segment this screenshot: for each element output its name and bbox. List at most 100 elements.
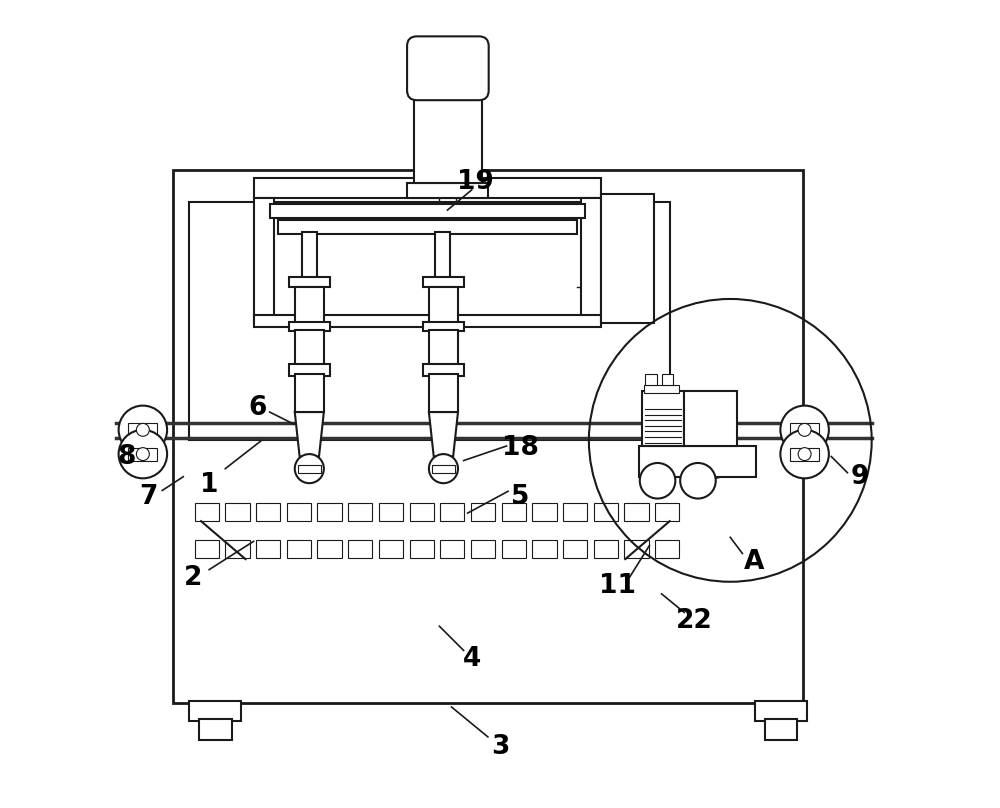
- Bar: [532, 503, 557, 521]
- Bar: [317, 503, 342, 521]
- Bar: [295, 287, 324, 323]
- Text: 8: 8: [118, 444, 136, 469]
- Bar: [563, 540, 587, 558]
- Bar: [256, 503, 280, 521]
- Bar: [790, 423, 819, 436]
- Circle shape: [119, 430, 167, 478]
- Text: 3: 3: [491, 734, 509, 760]
- Bar: [765, 719, 797, 740]
- Bar: [432, 465, 455, 473]
- Bar: [655, 503, 679, 521]
- Text: 9: 9: [850, 464, 869, 490]
- Polygon shape: [295, 412, 324, 457]
- Bar: [225, 503, 250, 521]
- Bar: [317, 540, 342, 558]
- Bar: [289, 277, 330, 287]
- Bar: [502, 503, 526, 521]
- Circle shape: [798, 448, 811, 461]
- Text: 6: 6: [248, 395, 267, 421]
- Circle shape: [705, 423, 718, 436]
- Text: 5: 5: [511, 484, 529, 510]
- Bar: [645, 374, 657, 385]
- Bar: [128, 423, 157, 436]
- Bar: [410, 503, 434, 521]
- Bar: [429, 330, 458, 366]
- Bar: [287, 540, 311, 558]
- Bar: [429, 374, 458, 412]
- Circle shape: [640, 463, 675, 499]
- Circle shape: [119, 406, 167, 454]
- Bar: [254, 198, 274, 323]
- Bar: [423, 364, 464, 376]
- Text: 22: 22: [676, 608, 712, 633]
- Text: 19: 19: [457, 169, 494, 195]
- Bar: [581, 198, 601, 323]
- Bar: [755, 701, 807, 721]
- Bar: [128, 448, 157, 461]
- Bar: [348, 540, 372, 558]
- Text: 7: 7: [139, 484, 158, 510]
- Bar: [790, 448, 819, 461]
- Bar: [662, 374, 673, 385]
- Circle shape: [780, 406, 829, 454]
- Bar: [423, 277, 464, 287]
- Bar: [594, 503, 618, 521]
- Bar: [298, 465, 321, 473]
- Bar: [256, 540, 280, 558]
- Bar: [423, 322, 464, 331]
- Bar: [502, 540, 526, 558]
- Bar: [195, 540, 219, 558]
- Bar: [225, 540, 250, 558]
- Bar: [697, 423, 726, 436]
- Bar: [532, 540, 557, 558]
- Bar: [173, 170, 803, 703]
- Text: 2: 2: [184, 565, 202, 591]
- Bar: [601, 194, 654, 323]
- Circle shape: [295, 454, 324, 483]
- Bar: [435, 232, 450, 284]
- Text: 18: 18: [502, 436, 539, 461]
- Bar: [639, 446, 756, 477]
- Bar: [697, 448, 726, 461]
- Bar: [289, 364, 330, 376]
- Bar: [624, 540, 649, 558]
- Bar: [195, 503, 219, 521]
- Bar: [407, 183, 488, 198]
- Bar: [410, 540, 434, 558]
- Bar: [655, 540, 679, 558]
- Bar: [254, 178, 601, 198]
- Bar: [440, 503, 464, 521]
- Bar: [289, 322, 330, 331]
- Circle shape: [705, 448, 718, 461]
- Bar: [594, 540, 618, 558]
- Circle shape: [687, 406, 736, 454]
- Bar: [471, 503, 495, 521]
- Bar: [440, 540, 464, 558]
- Bar: [379, 503, 403, 521]
- Bar: [199, 719, 232, 740]
- Bar: [302, 232, 317, 284]
- Bar: [278, 220, 577, 234]
- Circle shape: [780, 430, 829, 478]
- Bar: [254, 315, 601, 327]
- FancyBboxPatch shape: [407, 36, 489, 100]
- Circle shape: [680, 463, 716, 499]
- Bar: [429, 287, 458, 323]
- Bar: [642, 391, 684, 446]
- Circle shape: [136, 423, 149, 436]
- Text: 4: 4: [463, 646, 481, 671]
- Bar: [189, 202, 670, 440]
- Circle shape: [429, 454, 458, 483]
- Circle shape: [798, 423, 811, 436]
- Circle shape: [687, 430, 736, 478]
- Bar: [295, 330, 324, 366]
- Bar: [644, 385, 679, 393]
- Text: 1: 1: [200, 472, 218, 498]
- Text: 11: 11: [599, 573, 636, 599]
- Bar: [471, 540, 495, 558]
- Bar: [684, 391, 737, 446]
- Bar: [287, 503, 311, 521]
- Bar: [189, 701, 241, 721]
- Bar: [624, 503, 649, 521]
- Text: A: A: [744, 549, 765, 574]
